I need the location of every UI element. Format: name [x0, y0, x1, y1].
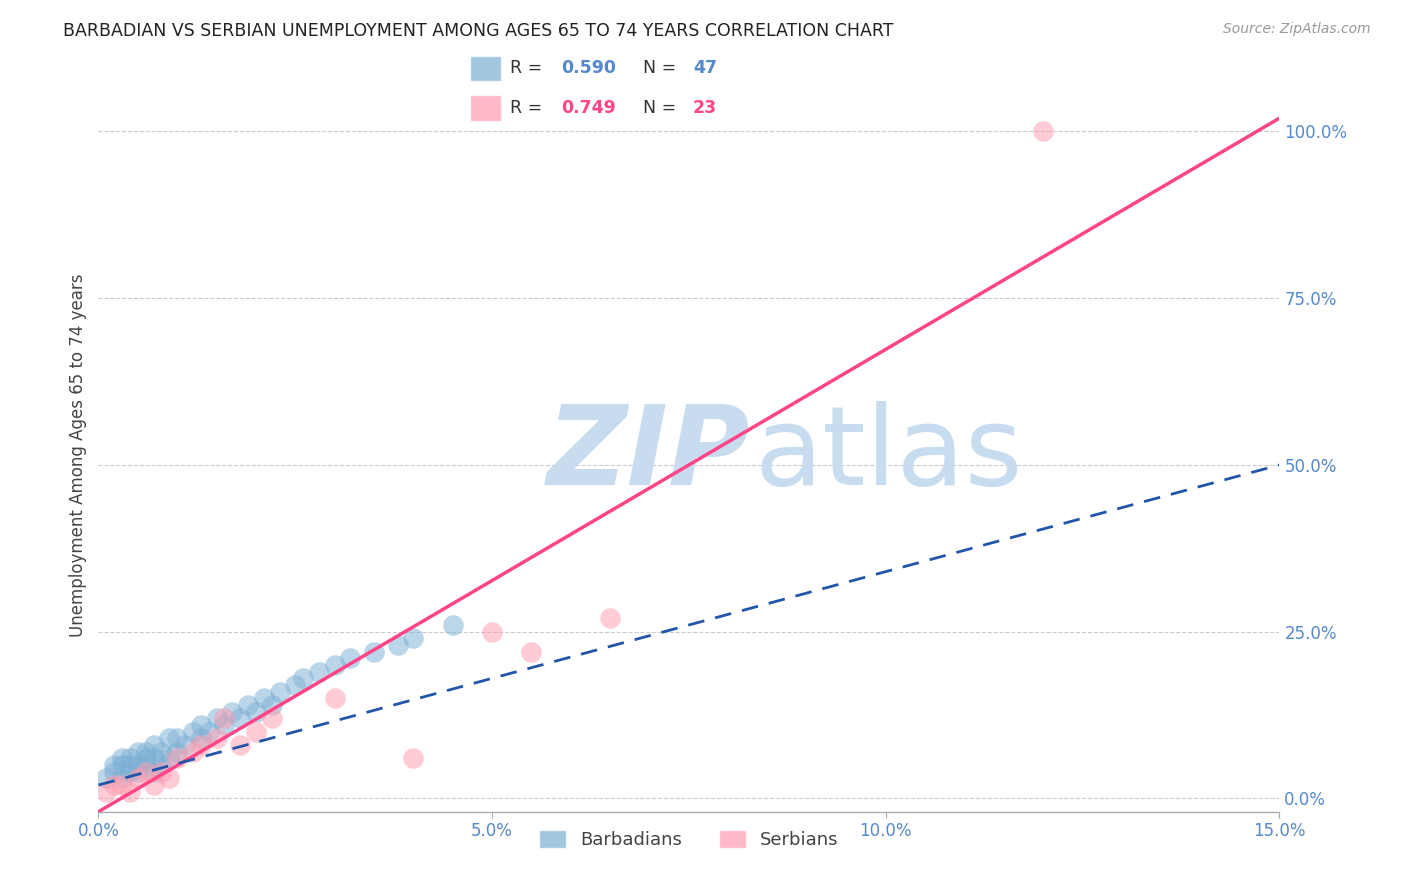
Point: [205, 731, 228, 746]
Point: [197, 724, 219, 739]
Text: N =: N =: [644, 60, 682, 78]
Point: [245, 724, 267, 739]
Point: [142, 764, 165, 779]
Point: [166, 731, 188, 746]
Point: [127, 745, 149, 759]
Point: [157, 751, 180, 765]
Point: [127, 772, 149, 786]
Point: [96, 785, 118, 799]
Point: [157, 731, 180, 746]
Point: [481, 624, 503, 639]
Text: 0.590: 0.590: [561, 60, 616, 78]
Text: 47: 47: [693, 60, 717, 78]
Point: [135, 764, 157, 779]
Point: [111, 778, 134, 792]
Point: [402, 632, 425, 646]
Point: [118, 764, 141, 779]
Text: Source: ZipAtlas.com: Source: ZipAtlas.com: [1223, 22, 1371, 37]
Point: [387, 638, 409, 652]
Point: [323, 658, 346, 673]
Point: [150, 764, 173, 779]
Y-axis label: Unemployment Among Ages 65 to 74 years: Unemployment Among Ages 65 to 74 years: [69, 273, 87, 637]
Point: [236, 698, 259, 712]
Point: [599, 611, 621, 625]
Point: [135, 745, 157, 759]
Point: [205, 711, 228, 725]
FancyBboxPatch shape: [470, 95, 501, 120]
Point: [292, 671, 315, 685]
Point: [260, 711, 283, 725]
Point: [135, 758, 157, 772]
Point: [118, 758, 141, 772]
Point: [284, 678, 307, 692]
Point: [166, 751, 188, 765]
Legend: Barbadians, Serbians: Barbadians, Serbians: [531, 822, 846, 856]
Text: atlas: atlas: [754, 401, 1022, 508]
Point: [103, 764, 125, 779]
Point: [181, 745, 204, 759]
Point: [253, 691, 276, 706]
Point: [1032, 124, 1054, 138]
Point: [142, 778, 165, 792]
Point: [103, 778, 125, 792]
Point: [221, 705, 243, 719]
FancyBboxPatch shape: [470, 55, 501, 81]
Point: [229, 738, 252, 752]
Point: [135, 751, 157, 765]
Point: [190, 718, 212, 732]
Point: [96, 772, 118, 786]
Point: [214, 711, 236, 725]
Text: BARBADIAN VS SERBIAN UNEMPLOYMENT AMONG AGES 65 TO 74 YEARS CORRELATION CHART: BARBADIAN VS SERBIAN UNEMPLOYMENT AMONG …: [63, 22, 894, 40]
Point: [181, 724, 204, 739]
Point: [111, 751, 134, 765]
Text: R =: R =: [510, 99, 548, 117]
Point: [174, 738, 197, 752]
Point: [111, 772, 134, 786]
Point: [245, 705, 267, 719]
Point: [166, 745, 188, 759]
Text: 0.749: 0.749: [561, 99, 616, 117]
Point: [229, 711, 252, 725]
Point: [111, 758, 134, 772]
Point: [118, 751, 141, 765]
Point: [214, 718, 236, 732]
Point: [118, 785, 141, 799]
Text: 23: 23: [693, 99, 717, 117]
Point: [103, 758, 125, 772]
Point: [520, 645, 543, 659]
Point: [150, 745, 173, 759]
Point: [127, 758, 149, 772]
Point: [260, 698, 283, 712]
Point: [127, 764, 149, 779]
Text: R =: R =: [510, 60, 548, 78]
Point: [190, 738, 212, 752]
Point: [142, 751, 165, 765]
Point: [190, 731, 212, 746]
Point: [402, 751, 425, 765]
Point: [308, 665, 330, 679]
Point: [150, 758, 173, 772]
Point: [323, 691, 346, 706]
Text: N =: N =: [644, 99, 682, 117]
Point: [339, 651, 361, 665]
Point: [441, 618, 464, 632]
Point: [157, 772, 180, 786]
Point: [269, 684, 291, 698]
Text: ZIP: ZIP: [547, 401, 751, 508]
Point: [142, 738, 165, 752]
Point: [363, 645, 385, 659]
